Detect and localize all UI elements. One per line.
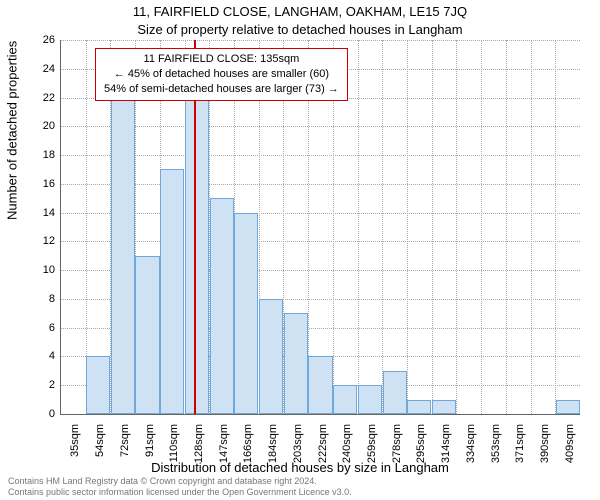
y-tick-label: 26 — [15, 34, 55, 46]
x-tick-label: 259sqm — [366, 424, 378, 474]
y-tick-label: 8 — [15, 293, 55, 305]
x-tick-label: 35sqm — [69, 424, 81, 474]
x-tick-label: 72sqm — [119, 424, 131, 474]
x-tick-label: 390sqm — [539, 424, 551, 474]
gridline-v — [407, 40, 408, 414]
footer: Contains HM Land Registry data © Crown c… — [8, 476, 352, 498]
histogram-bar — [407, 400, 431, 414]
y-tick-label: 20 — [15, 120, 55, 132]
histogram-bar — [234, 213, 258, 414]
x-tick-label: 353sqm — [490, 424, 502, 474]
x-tick-label: 295sqm — [415, 424, 427, 474]
gridline-v — [531, 40, 532, 414]
chart-title-main: 11, FAIRFIELD CLOSE, LANGHAM, OAKHAM, LE… — [0, 4, 600, 19]
info-line-1: 11 FAIRFIELD CLOSE: 135sqm — [104, 52, 339, 67]
x-tick-label: 334sqm — [465, 424, 477, 474]
x-tick-label: 91sqm — [144, 424, 156, 474]
gridline-h — [61, 213, 580, 214]
gridline-h — [61, 126, 580, 127]
x-tick-label: 184sqm — [267, 424, 279, 474]
chart-container: 11, FAIRFIELD CLOSE, LANGHAM, OAKHAM, LE… — [0, 0, 600, 500]
x-tick-label: 54sqm — [94, 424, 106, 474]
y-tick-label: 10 — [15, 264, 55, 276]
y-tick-label: 0 — [15, 408, 55, 420]
histogram-bar — [135, 256, 159, 414]
histogram-bar — [259, 299, 283, 414]
histogram-bar — [111, 98, 135, 414]
gridline-h — [61, 155, 580, 156]
gridline-h — [61, 241, 580, 242]
x-tick-label: 222sqm — [317, 424, 329, 474]
y-tick-label: 24 — [15, 63, 55, 75]
x-tick-label: 203sqm — [292, 424, 304, 474]
histogram-bar — [432, 400, 456, 414]
gridline-v — [555, 40, 556, 414]
histogram-bar — [383, 371, 407, 414]
x-tick-label: 128sqm — [193, 424, 205, 474]
gridline-v — [432, 40, 433, 414]
y-tick-label: 4 — [15, 350, 55, 362]
footer-line-2: Contains public sector information licen… — [8, 487, 352, 498]
histogram-bar — [160, 169, 184, 414]
y-tick-label: 2 — [15, 379, 55, 391]
gridline-v — [481, 40, 482, 414]
gridline-h — [61, 184, 580, 185]
histogram-bar — [556, 400, 580, 414]
gridline-v — [506, 40, 507, 414]
histogram-bar — [185, 98, 209, 414]
gridline-v — [382, 40, 383, 414]
histogram-bar — [284, 313, 308, 414]
x-tick-label: 166sqm — [242, 424, 254, 474]
histogram-bar — [210, 198, 234, 414]
y-tick-label: 12 — [15, 235, 55, 247]
y-tick-label: 6 — [15, 322, 55, 334]
x-tick-label: 314sqm — [440, 424, 452, 474]
gridline-v — [358, 40, 359, 414]
histogram-bar — [86, 356, 110, 414]
y-tick-label: 18 — [15, 149, 55, 161]
y-tick-label: 14 — [15, 207, 55, 219]
x-tick-label: 147sqm — [218, 424, 230, 474]
x-tick-label: 371sqm — [514, 424, 526, 474]
histogram-bar — [308, 356, 332, 414]
y-tick-label: 22 — [15, 92, 55, 104]
x-tick-label: 110sqm — [168, 424, 180, 474]
x-tick-label: 240sqm — [341, 424, 353, 474]
info-line-3: 54% of semi-detached houses are larger (… — [104, 82, 339, 97]
info-line-2: ← 45% of detached houses are smaller (60… — [104, 67, 339, 82]
info-box: 11 FAIRFIELD CLOSE: 135sqm ← 45% of deta… — [95, 48, 348, 101]
histogram-bar — [333, 385, 357, 414]
y-tick-label: 16 — [15, 178, 55, 190]
chart-title-sub: Size of property relative to detached ho… — [0, 22, 600, 37]
histogram-bar — [358, 385, 382, 414]
footer-line-1: Contains HM Land Registry data © Crown c… — [8, 476, 352, 487]
gridline-v — [456, 40, 457, 414]
x-tick-label: 278sqm — [391, 424, 403, 474]
gridline-h — [61, 40, 580, 41]
x-tick-label: 409sqm — [564, 424, 576, 474]
